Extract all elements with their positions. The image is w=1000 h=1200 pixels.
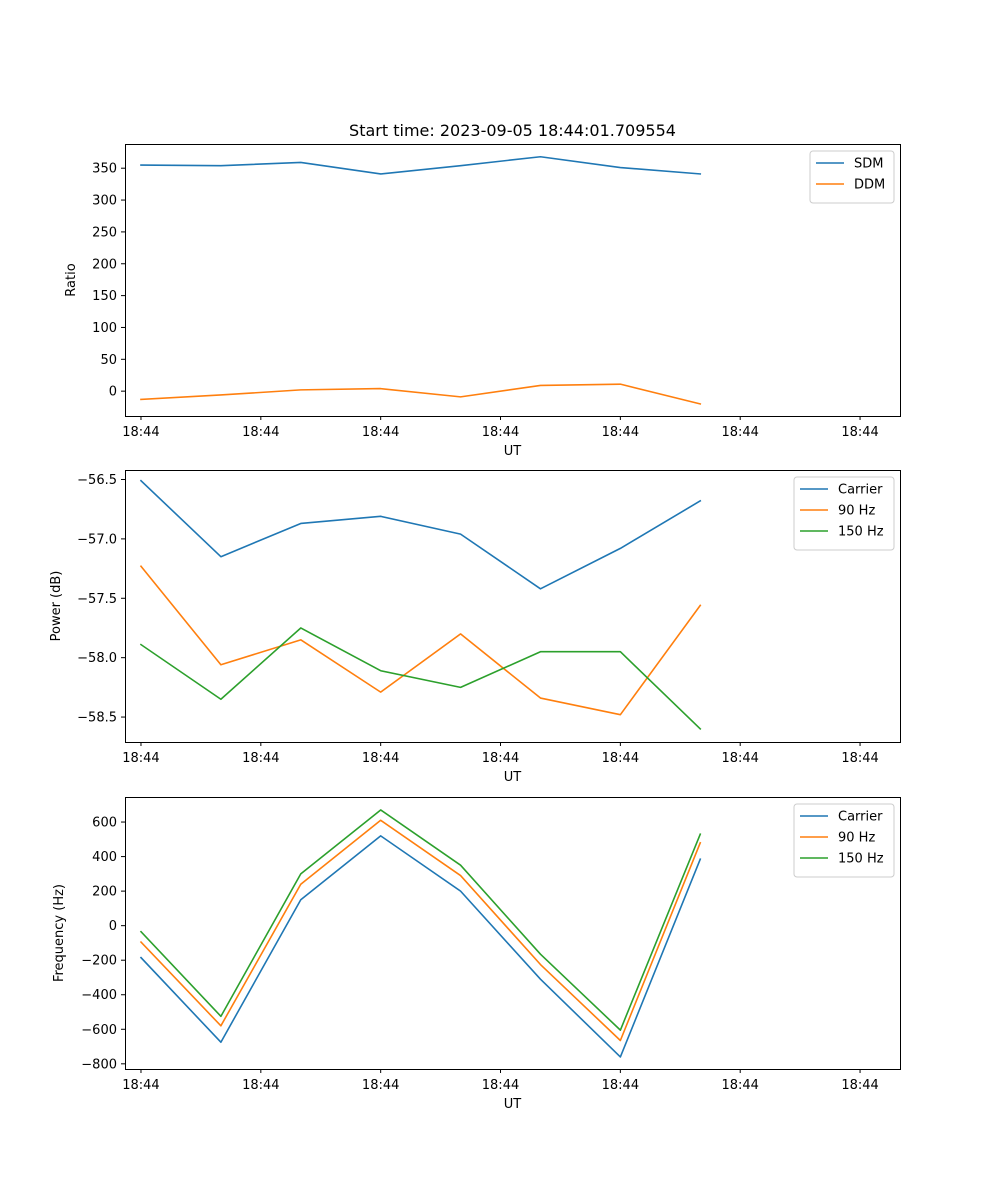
x-tick-label: 18:44: [362, 1078, 399, 1093]
x-tick-label: 18:44: [242, 1078, 279, 1093]
x-tick-label: 18:44: [602, 751, 639, 766]
y-tick-label: −58.0: [77, 651, 117, 666]
y-tick-label: 0: [109, 385, 117, 400]
x-axis-label: UT: [504, 444, 522, 459]
x-tick-label: 18:44: [482, 1078, 519, 1093]
y-tick-label: −58.5: [77, 711, 117, 726]
y-tick-label: 200: [92, 257, 117, 272]
y-tick-label: 350: [92, 162, 117, 177]
y-tick-label: −57.5: [77, 592, 117, 607]
x-tick-label: 18:44: [841, 751, 878, 766]
y-tick-label: 150: [92, 289, 117, 304]
y-axis-label: Power (dB): [49, 571, 64, 642]
series-group: [140, 155, 702, 405]
y-tick-label: 600: [92, 816, 117, 831]
series-line-carrier: [139, 479, 702, 590]
series-line-150-hz: [139, 809, 702, 1031]
y-tick-label: 400: [92, 850, 117, 865]
y-tick-label: 50: [100, 353, 117, 368]
x-tick-label: 18:44: [242, 425, 279, 440]
x-tick-label: 18:44: [482, 425, 519, 440]
legend-label: Carrier: [838, 810, 883, 825]
y-tick-label: −600: [81, 1023, 117, 1038]
y-tick-label: −800: [81, 1057, 117, 1072]
series-line-sdm: [140, 155, 702, 175]
series-line-90-hz: [139, 819, 702, 1042]
series-line-ddm: [140, 383, 702, 405]
y-tick-label: 200: [92, 885, 117, 900]
y-tick-label: −57.0: [77, 532, 117, 547]
legend-label: Carrier: [838, 483, 883, 498]
x-tick-label: 18:44: [721, 425, 758, 440]
x-tick-label: 18:44: [602, 1078, 639, 1093]
legend: SDM DDM: [809, 150, 895, 204]
y-tick-label: 250: [92, 225, 117, 240]
x-tick-label: 18:44: [841, 1078, 878, 1093]
series-line-90-hz: [139, 565, 702, 716]
y-tick-label: −200: [81, 954, 117, 969]
x-axis-label: UT: [504, 770, 522, 785]
legend-label: DDM: [854, 178, 885, 193]
x-tick-label: 18:44: [242, 751, 279, 766]
x-tick-label: 18:44: [122, 751, 159, 766]
x-tick-label: 18:44: [362, 425, 399, 440]
y-tick-label: −400: [81, 988, 117, 1003]
y-tick-label: 100: [92, 321, 117, 336]
chart-panel-1: Start time: 2023-09-05 18:44:01.709554 18…: [64, 121, 901, 459]
x-tick-label: 18:44: [482, 751, 519, 766]
legend: Carrier 90 Hz 150 Hz: [793, 476, 895, 551]
series-group: [139, 809, 702, 1058]
axes-frame: [125, 144, 901, 417]
series-line-150-hz: [139, 627, 702, 731]
legend: Carrier 90 Hz 150 Hz: [793, 803, 895, 878]
series-line-carrier: [139, 835, 702, 1058]
x-tick-label: 18:44: [362, 751, 399, 766]
x-tick-label: 18:44: [721, 751, 758, 766]
chart-title: Start time: 2023-09-05 18:44:01.709554: [349, 121, 676, 140]
x-tick-label: 18:44: [122, 1078, 159, 1093]
legend-label: 90 Hz: [838, 504, 875, 519]
chart-panel-2: 18:44 18:44 18:44 18:44 18:44 18:44 18:44 −58.5…: [49, 470, 901, 785]
x-axis-label: UT: [504, 1097, 522, 1112]
y-tick-label: 300: [92, 194, 117, 209]
x-tick-label: 18:44: [841, 425, 878, 440]
axes-frame: [125, 470, 901, 743]
x-tick-label: 18:44: [602, 425, 639, 440]
y-tick-label: −56.5: [77, 473, 117, 488]
legend-label: 150 Hz: [838, 525, 884, 540]
x-tick-label: 18:44: [721, 1078, 758, 1093]
legend-box: [809, 150, 895, 204]
chart-panel-3: 18:44 18:44 18:44 18:44 18:44 18:44 18:44 −800 −…: [52, 797, 901, 1112]
legend-label: 150 Hz: [838, 852, 884, 867]
y-axis-label: Ratio: [64, 263, 79, 296]
legend-label: 90 Hz: [838, 831, 875, 846]
y-tick-label: 0: [109, 919, 117, 934]
series-group: [139, 479, 702, 731]
y-axis-label: Frequency (Hz): [52, 884, 67, 982]
x-tick-label: 18:44: [122, 425, 159, 440]
legend-label: SDM: [854, 157, 883, 172]
axes-frame: [125, 797, 901, 1070]
